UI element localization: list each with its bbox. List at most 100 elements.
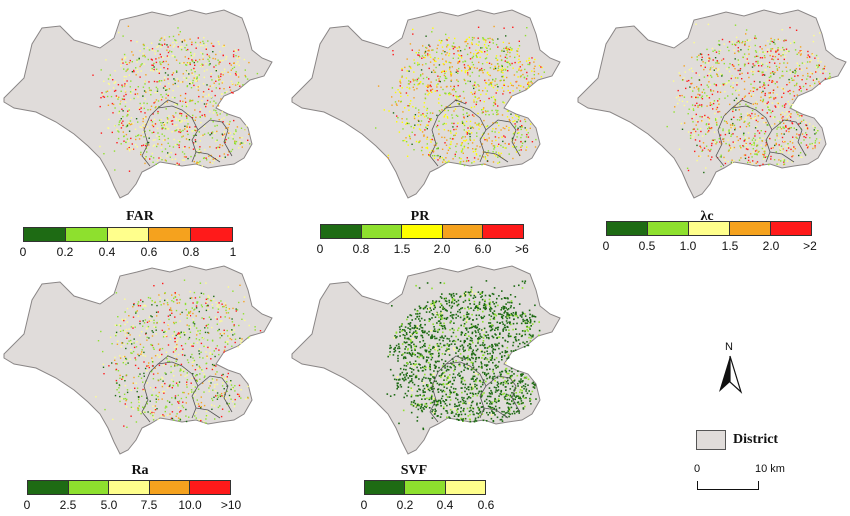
svf-urban-pixels [386, 280, 541, 431]
far-legend-swatch [149, 228, 192, 241]
far-tick: 1 [229, 245, 237, 259]
pr-map-svg [291, 9, 561, 199]
lc-district-boundary [771, 119, 807, 157]
far-tick: 0.6 [140, 245, 158, 259]
ra-tick: 0 [23, 498, 31, 512]
scale-start-label: 0 [694, 463, 701, 475]
pr-urban-pixels [375, 25, 545, 167]
ra-district-boundary [149, 361, 199, 419]
scale-end-label: 10 km [755, 463, 785, 475]
lc-tick: >2 [803, 239, 817, 253]
ra-map-svg [3, 265, 273, 455]
svf-title: SVF [400, 463, 428, 478]
lc-district-boundary [723, 105, 773, 163]
ra-legend-bar [27, 480, 231, 495]
ra-legend-swatch [149, 481, 191, 494]
far-tick: 0.4 [98, 245, 116, 259]
far-tick: 0 [19, 245, 27, 259]
far-title: FAR [126, 209, 154, 224]
lc-tick: 1.0 [679, 239, 697, 253]
pr-tick: >6 [515, 242, 529, 256]
pr-district-boundary [437, 105, 487, 163]
svf-tick: 0.6 [477, 498, 495, 512]
lc-legend-bar [606, 221, 812, 236]
ra-map [2, 262, 274, 462]
svf-district-boundary [485, 375, 521, 413]
pr-map [290, 6, 562, 206]
lc-map [576, 6, 848, 206]
lc-map-svg [577, 9, 847, 199]
far-legend-swatch [191, 228, 232, 241]
ra-district-boundary [157, 355, 179, 365]
pr-tick: 0.8 [352, 242, 370, 256]
lc-title: λc [700, 209, 714, 224]
pr-district-boundary [445, 99, 467, 109]
svf-tick: 0.2 [396, 498, 414, 512]
svf-district-boundary [483, 407, 509, 419]
north-arrow-icon [719, 355, 743, 394]
pr-district-boundary [429, 115, 439, 167]
lc-tick: 0 [602, 239, 610, 253]
svf-tick: 0 [360, 498, 368, 512]
lc-district-boundary [731, 99, 753, 109]
far-tick: 0.8 [182, 245, 200, 259]
lc-legend-swatch [771, 222, 811, 235]
pr-district-boundary [485, 119, 521, 157]
far-map [2, 6, 274, 206]
ra-legend-swatch [68, 481, 110, 494]
far-district-boundary [149, 105, 199, 163]
far-district-boundary [141, 115, 151, 167]
far-district-shape [3, 9, 273, 199]
far-legend-swatch [65, 228, 108, 241]
pr-district-boundary [483, 151, 509, 163]
far-district-boundary [157, 99, 179, 109]
pr-legend-swatch [361, 225, 403, 238]
far-tick: 0.2 [56, 245, 74, 259]
svf-legend-swatch [405, 481, 446, 494]
ra-legend-swatch [109, 481, 150, 494]
pr-tick: 6.0 [474, 242, 492, 256]
ra-tick: >10 [220, 498, 242, 512]
lc-legend-swatch [648, 222, 689, 235]
ra-district-boundary [141, 371, 151, 423]
ra-legend-swatch [28, 481, 69, 494]
far-urban-pixels [92, 25, 259, 172]
lc-district-boundary [769, 151, 795, 163]
lc-tick: 1.5 [721, 239, 739, 253]
ra-district-boundary [195, 407, 221, 419]
pr-district-shape [291, 9, 561, 199]
pr-legend-swatch [442, 225, 484, 238]
svf-legend-swatch [365, 481, 406, 494]
north-label: N [725, 341, 733, 353]
svf-map-svg [291, 265, 561, 455]
svf-district-boundary [437, 361, 487, 419]
svf-district-boundary [445, 355, 467, 365]
pr-legend-swatch [483, 225, 523, 238]
ra-tick: 10.0 [178, 498, 202, 512]
ra-urban-pixels [95, 279, 262, 428]
pr-legend-swatch [402, 225, 443, 238]
lc-legend-swatch [730, 222, 771, 235]
pr-legend-swatch [321, 225, 362, 238]
lc-tick: 0.5 [638, 239, 656, 253]
scale-bar [697, 481, 759, 490]
ra-district-shape [3, 265, 273, 455]
svf-legend-swatch [445, 481, 485, 494]
pr-title: PR [410, 209, 430, 224]
lc-legend-swatch [607, 222, 648, 235]
ra-legend-swatch [190, 481, 230, 494]
far-legend-swatch [107, 228, 150, 241]
lc-legend-swatch [689, 222, 730, 235]
pr-legend-bar [320, 224, 524, 239]
district-label: District [733, 432, 779, 447]
far-legend-swatch [24, 228, 66, 241]
ra-district-boundary [197, 375, 233, 413]
ra-tick: 2.5 [59, 498, 77, 512]
ra-title: Ra [131, 463, 149, 478]
district-swatch [696, 430, 726, 450]
lc-urban-pixels [666, 23, 831, 174]
far-map-svg [3, 9, 273, 199]
svf-tick: 0.4 [436, 498, 454, 512]
svf-map [290, 262, 562, 462]
pr-tick: 1.5 [393, 242, 411, 256]
